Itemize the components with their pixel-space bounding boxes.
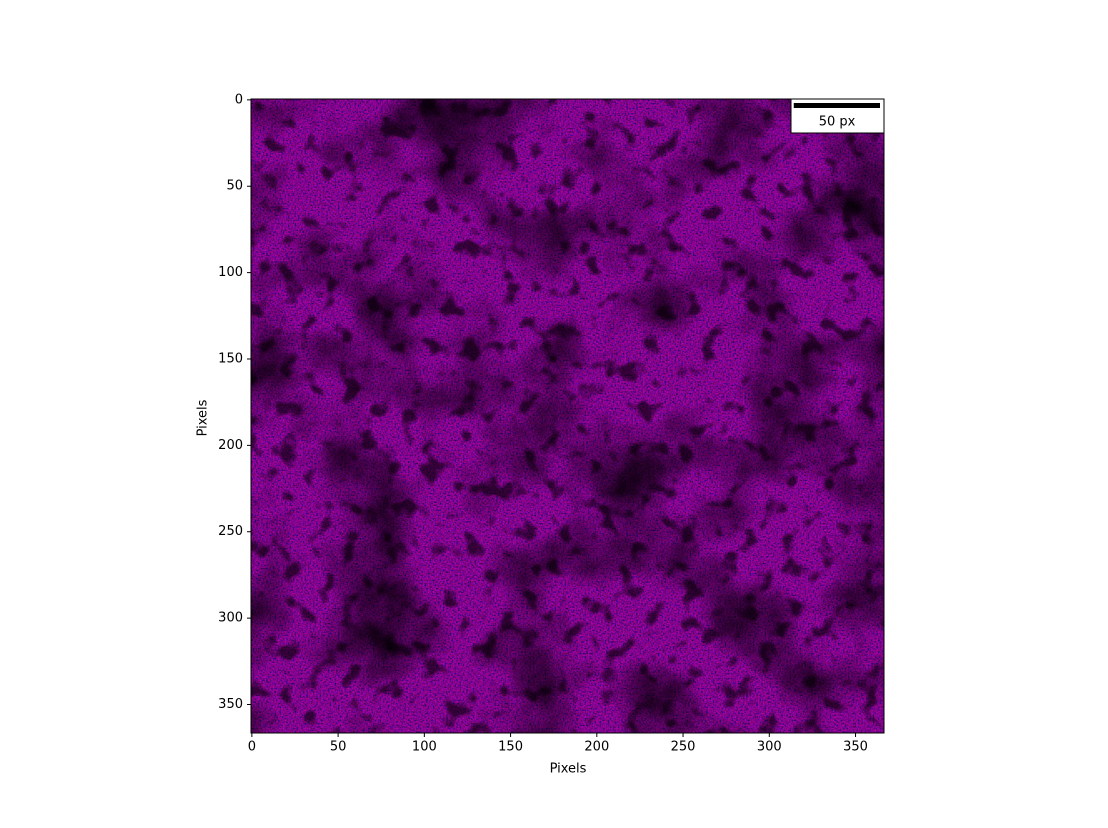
y-tick-label: 300 [218,611,243,626]
x-tick-label: 50 [330,740,347,755]
y-tick-label: 200 [218,438,243,453]
scalebar [793,103,880,108]
y-tick-label: 350 [218,697,243,712]
x-tick-label: 250 [671,740,696,755]
x-axis-label: Pixels [550,762,587,777]
x-tick-label: 300 [757,740,782,755]
y-tick-label: 50 [226,179,243,194]
x-tick-label: 100 [412,740,437,755]
image [251,99,884,733]
y-tick-label: 0 [235,92,243,107]
y-tick-label: 250 [218,524,243,539]
y-tick-label: 100 [218,265,243,280]
x-tick-label: 150 [498,740,523,755]
axes-frame [250,98,885,734]
y-tick-label: 150 [218,351,243,366]
x-tick-label: 350 [843,740,868,755]
scalebar-label: 50 px [819,115,856,130]
x-tick-label: 0 [248,740,256,755]
y-axis-label: Pixels [196,399,211,436]
x-tick-label: 200 [584,740,609,755]
